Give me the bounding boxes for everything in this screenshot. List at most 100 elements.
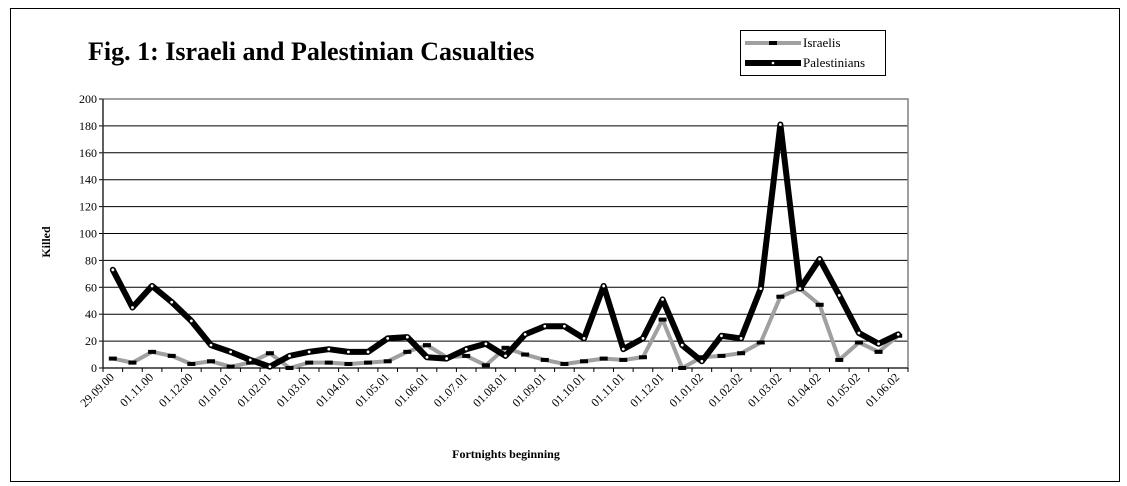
data-point-israelis xyxy=(854,340,863,345)
data-point-israelis xyxy=(187,361,196,366)
data-point-palestinians xyxy=(661,298,664,301)
x-tick-label: 29.09.00 xyxy=(77,370,117,410)
data-point-palestinians xyxy=(209,343,213,347)
data-point-palestinians xyxy=(464,347,468,351)
x-tick-label: 01.06.02 xyxy=(863,370,903,410)
data-point-israelis xyxy=(462,353,471,358)
series xyxy=(108,121,903,370)
data-point-palestinians xyxy=(582,337,586,340)
data-point-palestinians xyxy=(563,324,566,328)
data-point-israelis xyxy=(403,349,412,354)
x-tick-label: 01.10.01 xyxy=(549,370,589,410)
x-tick-label: 01.06.01 xyxy=(391,370,431,410)
y-tick-label: 0 xyxy=(91,361,97,375)
data-point-israelis xyxy=(167,353,176,358)
x-tick-label: 01.04.02 xyxy=(784,370,824,410)
data-point-israelis xyxy=(383,359,392,364)
data-point-palestinians xyxy=(445,357,448,360)
data-point-palestinians xyxy=(700,359,704,363)
data-point-palestinians xyxy=(621,347,625,351)
y-tick-label: 120 xyxy=(79,200,97,214)
x-tick-label: 01.05.02 xyxy=(823,370,863,410)
data-point-israelis xyxy=(835,357,844,362)
data-point-palestinians xyxy=(170,300,174,304)
data-point-palestinians xyxy=(857,331,861,335)
x-tick-label: 01.01.02 xyxy=(666,370,706,410)
y-tick-label: 40 xyxy=(85,307,97,321)
data-point-israelis xyxy=(501,345,510,350)
data-point-palestinians xyxy=(641,337,645,340)
chart-legend: Israelis Palestinians xyxy=(740,30,886,76)
data-point-israelis xyxy=(874,349,883,354)
x-tick-label: 01.05.01 xyxy=(352,370,392,410)
data-point-israelis xyxy=(580,359,589,364)
x-tick-label: 01.12.00 xyxy=(156,370,196,410)
data-point-israelis xyxy=(678,366,687,370)
legend-label-palestinians: Palestinians xyxy=(803,55,866,70)
data-point-israelis xyxy=(305,360,314,365)
data-point-palestinians xyxy=(798,287,802,291)
x-tick-label: 01.11.01 xyxy=(588,370,627,409)
x-tick-label: 01.03.02 xyxy=(745,370,785,410)
x-tick-label: 01.01.01 xyxy=(195,370,235,410)
x-tick-label: 01.03.01 xyxy=(274,370,314,410)
data-point-palestinians xyxy=(680,343,684,347)
data-point-palestinians xyxy=(759,287,763,291)
data-point-palestinians xyxy=(347,350,350,354)
data-point-palestinians xyxy=(778,123,782,126)
data-point-palestinians xyxy=(150,284,154,288)
data-point-palestinians xyxy=(268,365,272,369)
y-tick-label: 100 xyxy=(79,227,97,241)
data-point-israelis xyxy=(285,366,294,370)
data-point-palestinians xyxy=(366,350,370,354)
gridlines xyxy=(103,98,908,342)
data-point-israelis xyxy=(481,363,490,368)
x-tick-label: 01.07.01 xyxy=(431,370,471,410)
legend-entry-palestinians: Palestinians xyxy=(745,54,865,72)
data-point-palestinians xyxy=(189,319,193,323)
data-point-palestinians xyxy=(229,350,233,354)
data-point-palestinians xyxy=(818,257,822,261)
data-point-israelis xyxy=(815,302,824,307)
data-point-israelis xyxy=(658,317,667,322)
data-point-israelis xyxy=(265,351,274,356)
data-point-israelis xyxy=(422,343,431,348)
data-point-israelis xyxy=(756,340,765,345)
data-point-israelis xyxy=(128,360,137,365)
x-tick-label: 01.04.01 xyxy=(313,370,353,410)
data-point-palestinians xyxy=(386,337,390,340)
x-tick-label: 01.08.01 xyxy=(470,370,510,410)
data-point-palestinians xyxy=(425,355,429,359)
data-point-israelis xyxy=(324,360,333,365)
chart-title: Fig. 1: Israeli and Palestinian Casualti… xyxy=(88,37,535,66)
y-tick-label: 20 xyxy=(85,334,97,348)
x-tick-label: 01.11.00 xyxy=(117,370,156,409)
x-axis-title: Fortnights beginning xyxy=(452,447,560,461)
data-point-israelis xyxy=(364,360,373,365)
data-point-palestinians xyxy=(504,354,507,358)
x-tick-label: 01.12.01 xyxy=(627,370,667,410)
data-point-palestinians xyxy=(837,293,841,297)
y-tick-label: 60 xyxy=(85,280,97,294)
legend-swatch-israelis xyxy=(745,41,801,45)
data-point-israelis xyxy=(619,357,628,362)
data-point-israelis xyxy=(717,353,726,358)
data-point-israelis xyxy=(226,364,235,369)
x-tick-label: 01.02.01 xyxy=(234,370,274,410)
legend-entry-israelis: Israelis xyxy=(745,34,841,52)
data-point-israelis xyxy=(521,352,530,357)
data-point-israelis xyxy=(344,361,353,366)
data-point-israelis xyxy=(737,351,746,356)
data-point-israelis xyxy=(599,356,608,361)
x-tick-label: 01.09.01 xyxy=(509,370,549,410)
y-axis-title: Killed xyxy=(39,226,53,258)
data-point-israelis xyxy=(776,294,785,299)
y-tick-label: 140 xyxy=(79,173,97,187)
data-point-palestinians xyxy=(327,347,331,351)
data-point-palestinians xyxy=(248,358,252,362)
data-point-palestinians xyxy=(720,334,723,338)
data-point-palestinians xyxy=(484,342,488,346)
data-point-israelis xyxy=(560,361,569,366)
data-point-palestinians xyxy=(896,332,900,336)
